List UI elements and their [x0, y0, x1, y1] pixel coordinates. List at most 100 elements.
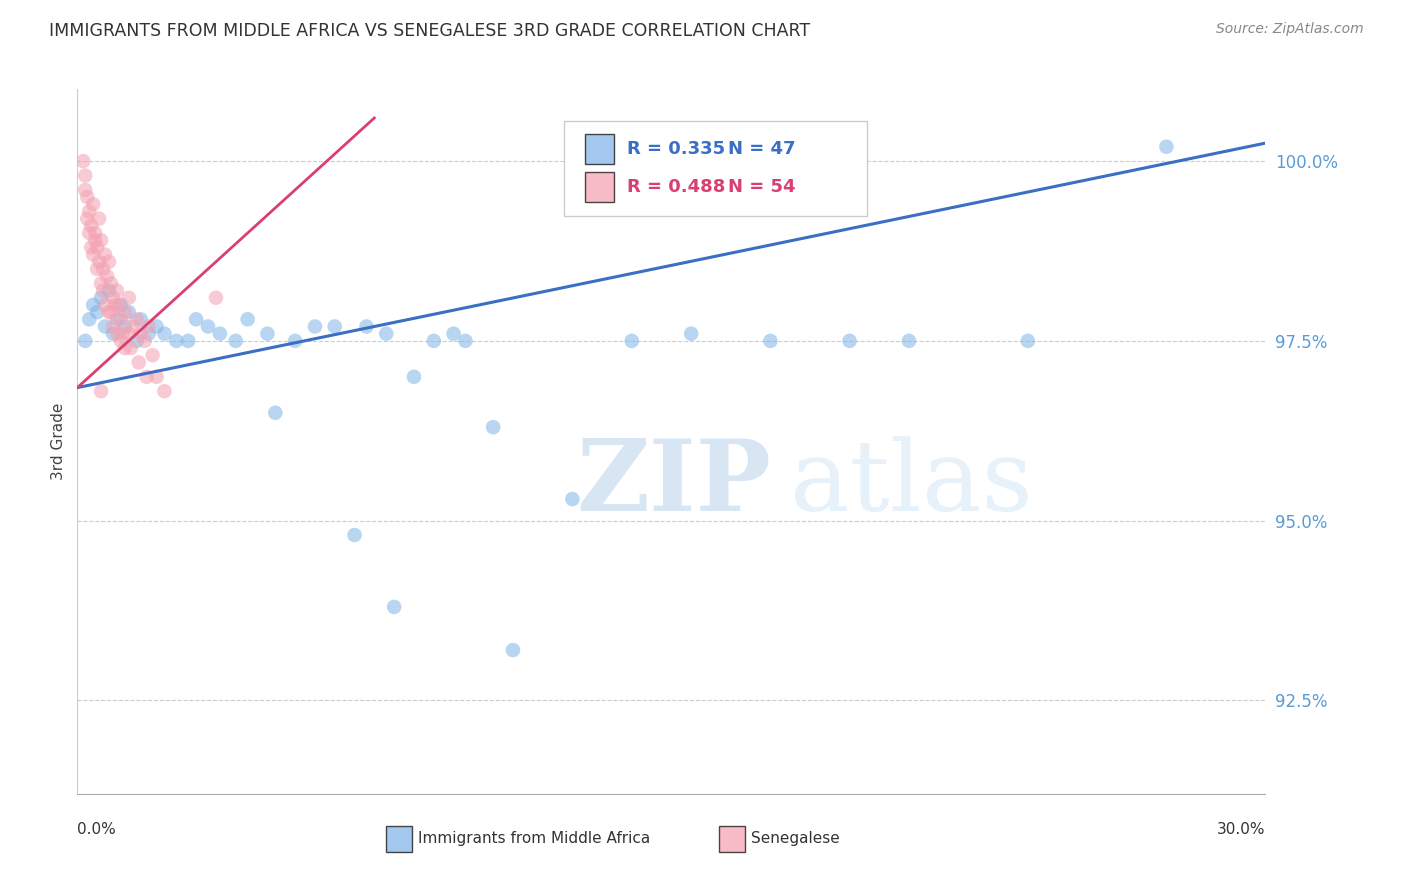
- Point: [105, 326, 128, 341]
- Point: [82, 197, 104, 211]
- Point: [75, 183, 97, 197]
- Point: [620, 334, 643, 348]
- Point: [90, 233, 112, 247]
- Point: [105, 284, 128, 298]
- Point: [94, 298, 117, 312]
- Point: [101, 319, 124, 334]
- Point: [208, 326, 231, 341]
- Point: [142, 348, 165, 362]
- Point: [110, 298, 132, 312]
- Text: Immigrants from Middle Africa: Immigrants from Middle Africa: [419, 831, 651, 847]
- Text: atlas: atlas: [790, 436, 1033, 532]
- Point: [125, 334, 148, 348]
- Point: [343, 528, 366, 542]
- Point: [98, 284, 121, 298]
- Point: [100, 277, 122, 291]
- Point: [454, 334, 477, 348]
- Point: [82, 298, 104, 312]
- Point: [256, 326, 278, 341]
- Point: [165, 334, 187, 348]
- Point: [145, 319, 167, 334]
- Point: [108, 298, 131, 312]
- Point: [77, 226, 100, 240]
- Point: [118, 305, 141, 319]
- FancyBboxPatch shape: [585, 172, 614, 202]
- Point: [114, 341, 136, 355]
- Point: [82, 247, 104, 261]
- Point: [101, 326, 124, 341]
- Point: [1017, 334, 1039, 348]
- Point: [135, 369, 157, 384]
- Point: [98, 254, 121, 268]
- Point: [153, 326, 176, 341]
- Text: 30.0%: 30.0%: [1218, 822, 1265, 837]
- Point: [86, 240, 108, 254]
- Point: [75, 169, 97, 183]
- Point: [86, 262, 108, 277]
- Point: [91, 262, 114, 277]
- Point: [121, 319, 143, 334]
- Point: [197, 319, 219, 334]
- Point: [236, 312, 259, 326]
- Point: [90, 384, 112, 399]
- Point: [125, 312, 148, 326]
- Point: [304, 319, 326, 334]
- Point: [225, 334, 247, 348]
- Point: [138, 319, 160, 334]
- Point: [443, 326, 465, 341]
- Point: [128, 355, 150, 369]
- Point: [98, 305, 121, 319]
- Point: [84, 233, 107, 247]
- Point: [177, 334, 200, 348]
- Point: [205, 291, 228, 305]
- Point: [759, 334, 782, 348]
- Y-axis label: 3rd Grade: 3rd Grade: [51, 403, 66, 480]
- Text: N = 54: N = 54: [728, 178, 796, 196]
- Point: [264, 406, 287, 420]
- Point: [111, 326, 134, 341]
- Point: [118, 326, 141, 341]
- Point: [186, 312, 208, 326]
- Point: [118, 291, 141, 305]
- Point: [94, 319, 117, 334]
- Point: [145, 369, 167, 384]
- FancyBboxPatch shape: [585, 135, 614, 164]
- Point: [110, 312, 132, 326]
- Text: 0.0%: 0.0%: [77, 822, 117, 837]
- Point: [375, 326, 398, 341]
- Point: [87, 211, 110, 226]
- Point: [76, 211, 98, 226]
- Point: [323, 319, 346, 334]
- Point: [1156, 139, 1178, 153]
- FancyBboxPatch shape: [387, 826, 412, 853]
- Text: N = 47: N = 47: [728, 140, 796, 158]
- Point: [898, 334, 921, 348]
- Point: [76, 190, 98, 204]
- Point: [382, 599, 405, 614]
- Point: [94, 247, 117, 261]
- Point: [129, 326, 152, 341]
- Text: R = 0.335: R = 0.335: [627, 140, 725, 158]
- Point: [91, 284, 114, 298]
- Text: Senegalese: Senegalese: [751, 831, 839, 847]
- Text: ZIP: ZIP: [576, 435, 772, 533]
- Point: [96, 269, 118, 284]
- Point: [482, 420, 505, 434]
- Point: [80, 219, 103, 233]
- Point: [90, 277, 112, 291]
- Point: [101, 291, 124, 305]
- Point: [120, 341, 142, 355]
- Point: [105, 312, 128, 326]
- Text: R = 0.488: R = 0.488: [627, 178, 725, 196]
- Point: [77, 312, 100, 326]
- Point: [114, 305, 136, 319]
- Point: [110, 334, 132, 348]
- Point: [134, 334, 156, 348]
- Point: [356, 319, 378, 334]
- Point: [502, 643, 524, 657]
- FancyBboxPatch shape: [564, 121, 868, 216]
- Point: [138, 326, 160, 341]
- Point: [90, 291, 112, 305]
- Point: [80, 240, 103, 254]
- Text: Source: ZipAtlas.com: Source: ZipAtlas.com: [1216, 22, 1364, 37]
